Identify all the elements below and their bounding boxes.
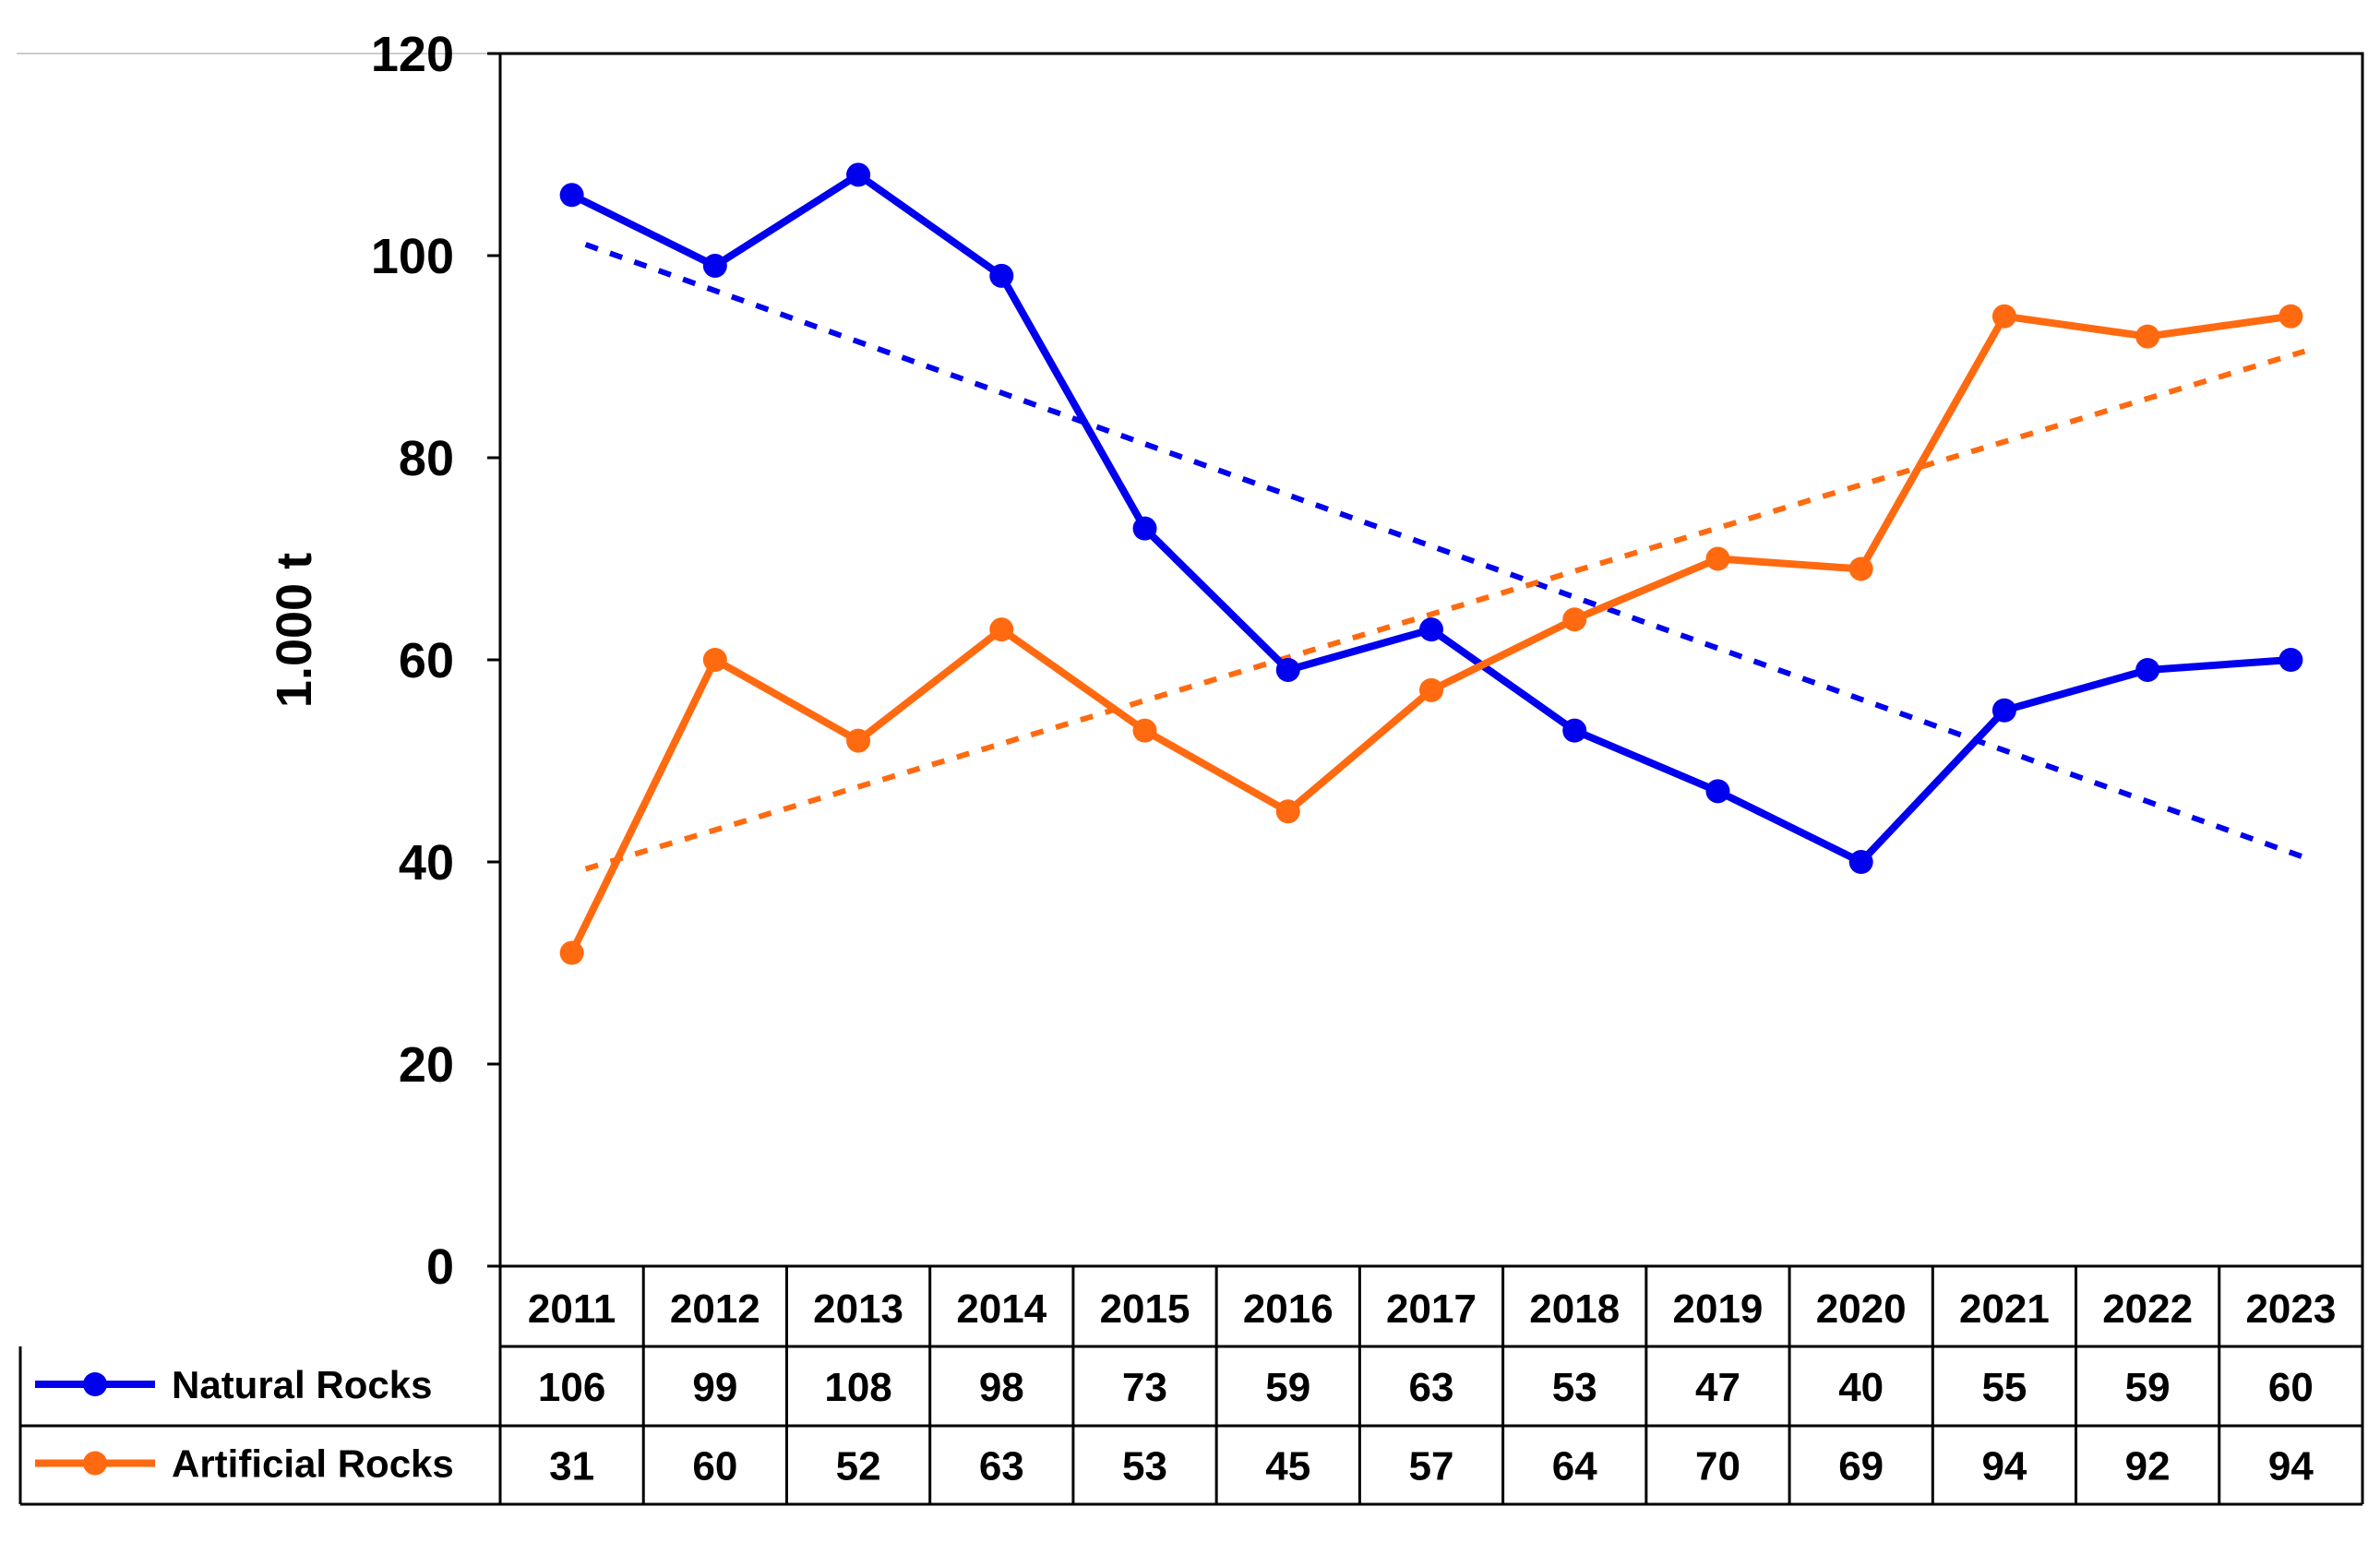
y-tick-label: 0	[426, 1239, 454, 1295]
table-value-artificial-rocks: 57	[1409, 1444, 1454, 1489]
data-point-natural-rocks	[989, 263, 1014, 288]
table-value-artificial-rocks: 53	[1122, 1444, 1167, 1489]
legend-marker-natural-rocks	[83, 1372, 107, 1396]
x-category-label: 2023	[2245, 1286, 2336, 1332]
table-value-natural-rocks: 99	[692, 1365, 737, 1410]
table-value-natural-rocks: 53	[1552, 1365, 1597, 1410]
x-category-label: 2014	[956, 1286, 1046, 1332]
y-tick-label: 60	[399, 633, 454, 688]
data-point-natural-rocks	[1848, 850, 1873, 874]
x-category-label: 2013	[813, 1286, 903, 1332]
table-value-natural-rocks: 106	[538, 1365, 605, 1410]
table-value-natural-rocks: 98	[979, 1365, 1024, 1410]
legend-label-artificial-rocks: Artificial Rocks	[172, 1442, 454, 1486]
data-point-artificial-rocks	[989, 617, 1014, 642]
data-point-natural-rocks	[559, 183, 584, 208]
trendline-artificial-rocks	[584, 348, 2306, 872]
data-point-natural-rocks	[1991, 698, 2016, 723]
data-point-artificial-rocks	[1991, 304, 2016, 329]
table-value-artificial-rocks: 70	[1695, 1444, 1740, 1489]
data-point-artificial-rocks	[846, 728, 871, 753]
y-tick-label: 100	[371, 229, 454, 284]
data-point-natural-rocks	[2278, 648, 2303, 672]
table-value-natural-rocks: 59	[1265, 1365, 1310, 1410]
table-value-natural-rocks: 40	[1838, 1365, 1884, 1410]
table-value-natural-rocks: 55	[1981, 1365, 2027, 1410]
table-value-artificial-rocks: 60	[692, 1444, 737, 1489]
data-point-natural-rocks	[1562, 718, 1587, 743]
table-value-artificial-rocks: 92	[2125, 1444, 2171, 1489]
x-category-label: 2019	[1673, 1286, 1764, 1332]
x-category-label: 2021	[1959, 1286, 2050, 1332]
data-point-natural-rocks	[1275, 657, 1300, 682]
table-value-natural-rocks: 59	[2125, 1365, 2171, 1410]
x-category-label: 2016	[1243, 1286, 1334, 1332]
plot-area	[498, 52, 2364, 1268]
data-point-artificial-rocks	[2278, 304, 2303, 329]
x-category-label: 2012	[670, 1286, 760, 1332]
y-tick-label: 20	[399, 1037, 454, 1093]
y-tick-label: 120	[371, 27, 454, 82]
trendline-natural-rocks	[584, 242, 2306, 861]
x-category-label: 2020	[1816, 1286, 1907, 1332]
table-value-artificial-rocks: 64	[1552, 1444, 1597, 1489]
legend-marker-artificial-rocks	[83, 1451, 107, 1476]
data-point-artificial-rocks	[1705, 546, 1730, 571]
data-point-artificial-rocks	[1132, 718, 1157, 743]
data-point-artificial-rocks	[702, 648, 727, 672]
legend-label-natural-rocks: Natural Rocks	[172, 1363, 432, 1406]
data-point-artificial-rocks	[1275, 799, 1300, 824]
data-point-natural-rocks	[702, 253, 727, 278]
x-category-label: 2018	[1529, 1286, 1620, 1332]
data-point-natural-rocks	[846, 162, 871, 187]
table-value-natural-rocks: 73	[1122, 1365, 1167, 1410]
data-point-artificial-rocks	[559, 940, 584, 965]
data-point-artificial-rocks	[2135, 324, 2160, 349]
table-value-artificial-rocks: 52	[836, 1444, 881, 1489]
table-value-artificial-rocks: 94	[2268, 1444, 2314, 1489]
y-tick-label: 80	[399, 431, 454, 486]
table-value-natural-rocks: 47	[1695, 1365, 1740, 1410]
x-category-label: 2015	[1100, 1286, 1190, 1332]
table-value-artificial-rocks: 69	[1838, 1444, 1884, 1489]
data-point-natural-rocks	[1132, 516, 1157, 541]
data-point-artificial-rocks	[1562, 607, 1587, 632]
table-value-artificial-rocks: 31	[549, 1444, 594, 1489]
data-point-artificial-rocks	[1848, 556, 1873, 581]
x-category-label: 2011	[528, 1286, 616, 1332]
table-value-natural-rocks: 63	[1409, 1365, 1454, 1410]
data-point-natural-rocks	[2135, 657, 2160, 682]
data-point-natural-rocks	[1705, 779, 1730, 804]
data-point-artificial-rocks	[1419, 677, 1443, 702]
table-value-artificial-rocks: 63	[979, 1444, 1024, 1489]
x-category-label: 2022	[2102, 1286, 2193, 1332]
table-value-artificial-rocks: 94	[1981, 1444, 2027, 1489]
table-value-artificial-rocks: 45	[1265, 1444, 1310, 1489]
table-value-natural-rocks: 108	[824, 1365, 891, 1410]
data-point-natural-rocks	[1419, 617, 1443, 642]
x-category-label: 2017	[1386, 1286, 1477, 1332]
y-axis-title: 1.000 t	[267, 553, 322, 708]
table-value-natural-rocks: 60	[2268, 1365, 2314, 1410]
y-tick-label: 40	[399, 835, 454, 891]
